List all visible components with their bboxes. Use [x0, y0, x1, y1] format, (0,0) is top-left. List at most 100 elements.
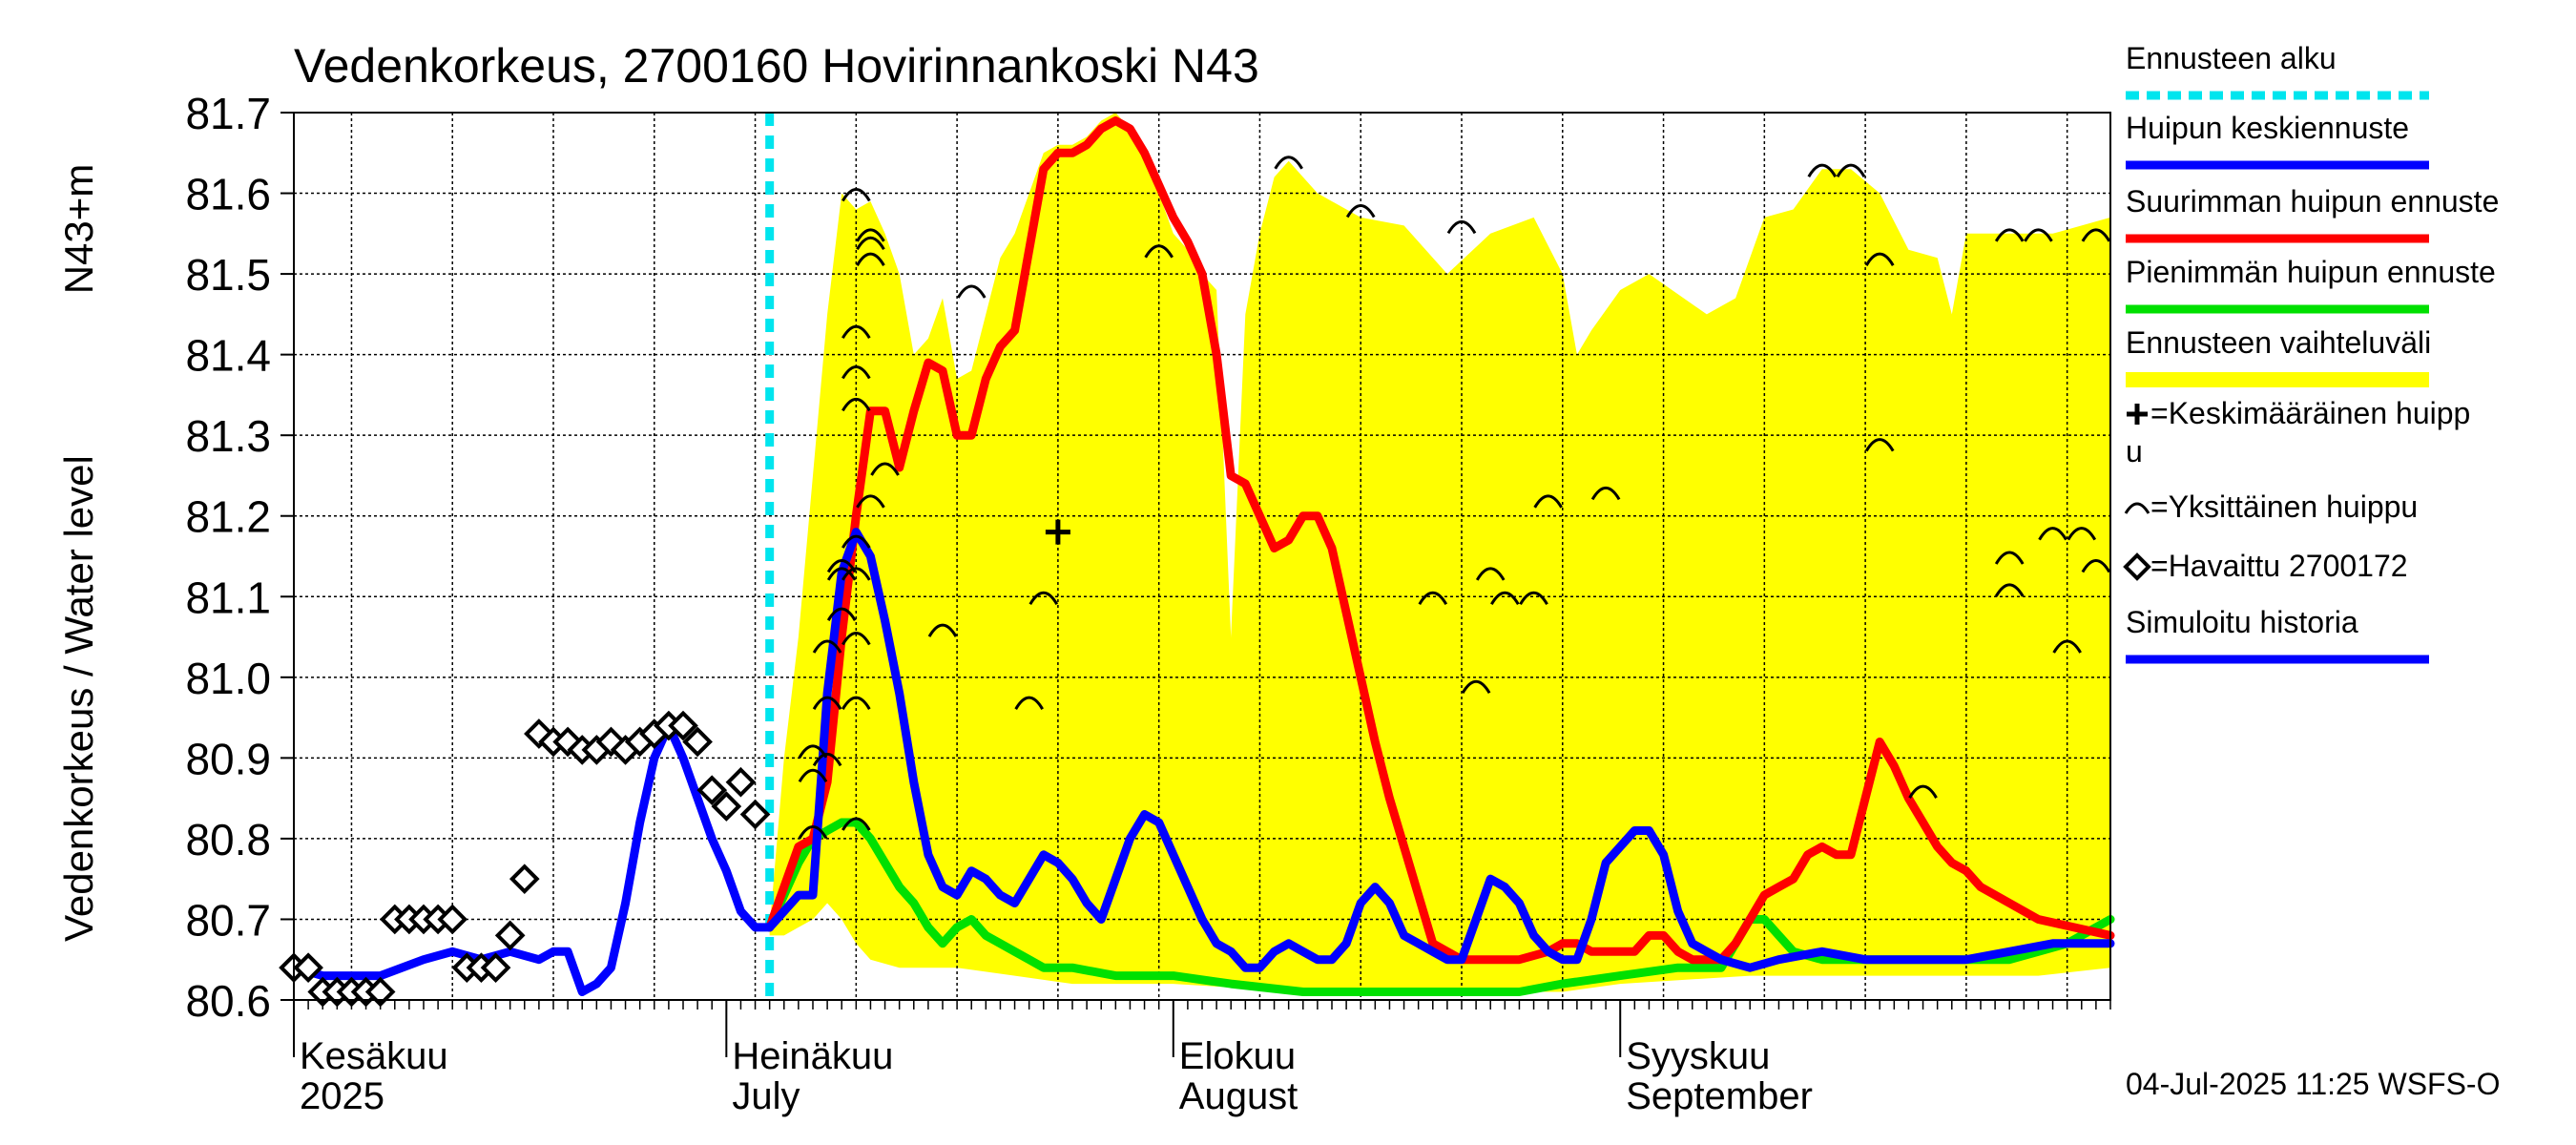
y-axis-labels: Vedenkorkeus / Water level N43+m: [56, 164, 101, 942]
single-peak-marker: [856, 252, 885, 266]
single-peak-marker: [1994, 583, 2025, 597]
single-peak-marker: [841, 324, 871, 340]
plot-frame: [293, 112, 2111, 1001]
single-peak-marker: [856, 494, 885, 509]
x-month-sublabel: July: [732, 1075, 800, 1117]
observed-point: [552, 726, 583, 758]
observed-point: [480, 952, 511, 984]
single-peak-marker: [870, 462, 900, 476]
single-peak-marker: [2081, 558, 2111, 573]
observed-point: [739, 799, 771, 830]
single-peak-marker: [2024, 228, 2053, 242]
y-tick-label: 81.2: [185, 492, 271, 542]
legend-label: Huipun keskiennuste: [2126, 111, 2409, 145]
single-peak-marker: [956, 284, 987, 299]
chart-title: Vedenkorkeus, 2700160 Hovirinnankoski N4…: [294, 39, 1259, 93]
single-peak-marker: [1345, 203, 1376, 219]
single-peak-marker: [841, 696, 871, 710]
single-peak-marker: [1590, 486, 1621, 501]
y-tick-label: 80.6: [185, 976, 271, 1026]
timestamp-label: 04-Jul-2025 11:25 WSFS-O: [2126, 1067, 2500, 1101]
single-peak-marker: [841, 817, 871, 831]
y-tick-label: 81.5: [185, 250, 271, 300]
legend-item-yksittainen-huippu: =Yksittäinen huippu: [2124, 489, 2418, 524]
single-peak-marker: [1490, 591, 1520, 606]
single-peak-marker: [826, 567, 857, 581]
single-peak-marker: [841, 534, 871, 549]
observed-point: [696, 775, 728, 806]
single-peak-marker: [1864, 438, 1895, 452]
x-month-label: Kesäkuu: [300, 1035, 448, 1077]
single-peak-marker: [798, 824, 828, 840]
legend-item-pienimman-huipun-ennuste: Pienimmän huipun ennuste: [2126, 255, 2496, 314]
observed-point: [494, 920, 526, 951]
legend-item-ennusteen-alku: Ennusteen alku: [2126, 41, 2429, 100]
legend-label-continued: u: [2126, 434, 2143, 468]
single-peak-marker: [1533, 494, 1563, 509]
single-peak-marker: [1446, 219, 1477, 235]
single-peak-marker: [812, 752, 842, 767]
legend-item-ennusteen-vaihteluvali: Ennusteen vaihteluväli: [2126, 325, 2431, 387]
legend-item-keskimaarainen-huipp: =Keskimääräinen huippu: [2126, 396, 2470, 468]
single-peak-marker: [1418, 591, 1448, 606]
y-tick-label: 80.7: [185, 895, 271, 945]
single-peak-marker: [1807, 163, 1838, 177]
single-peak-marker: [1994, 228, 2025, 242]
legend-item-huipun-keskiennuste: Huipun keskiennuste: [2126, 111, 2429, 170]
single-peak-marker: [856, 228, 885, 242]
series-line-simuloitu-historia: [289, 721, 775, 996]
single-peak-marker: [1014, 696, 1044, 710]
single-peak-marker: [1864, 252, 1895, 266]
axes: 80.6 80.7 80.8 80.9 81.0 81.1 81.2 81.3 81.4 81.5…: [185, 89, 2111, 1117]
y-tick-label: 80.9: [185, 734, 271, 783]
grid: [294, 112, 2110, 1001]
x-month-label: Heinäkuu: [732, 1035, 893, 1077]
series-line-pienimman-huipun-ennuste: [765, 818, 2115, 996]
single-peak-marker: [856, 236, 885, 251]
single-peak-marker: [1994, 551, 2025, 565]
x-month-label: Syyskuu: [1626, 1035, 1770, 1077]
x-month-sublabel: September: [1626, 1075, 1813, 1117]
single-peak-marker: [812, 639, 842, 654]
markers: [279, 156, 2111, 1008]
forecast-band-area: [769, 113, 2111, 992]
single-peak-marker: [927, 623, 958, 637]
legend-item-suurimman-huipun-ennuste: Suurimman huipun ennuste: [2126, 184, 2499, 243]
forecast-range-band: [769, 113, 2111, 992]
single-peak-marker: [2052, 639, 2082, 654]
single-peak-marker: [798, 768, 828, 783]
y-axis-unit: N43+m: [56, 164, 101, 295]
x-month-sublabel: August: [1179, 1075, 1298, 1117]
observed-point: [293, 952, 323, 984]
y-tick-label: 81.4: [185, 331, 271, 381]
legend-label: =Yksittäinen huippu: [2150, 489, 2418, 524]
series-lines: [289, 113, 2115, 1000]
legend-label: Suurimman huipun ennuste: [2126, 184, 2499, 219]
single-peak-marker: [841, 188, 871, 202]
legend-label: =Keskimääräinen huipp: [2150, 396, 2470, 430]
single-peak-marker: [2081, 228, 2111, 242]
single-peak-marker: [841, 397, 871, 412]
observed-point: [711, 791, 742, 822]
single-peak-marker: [812, 696, 842, 710]
y-tick-label: 81.0: [185, 654, 271, 703]
y-tick-label: 80.8: [185, 815, 271, 864]
single-peak-marker: [1475, 567, 1506, 581]
legend-label: Simuloitu historia: [2126, 605, 2358, 639]
observed-point: [682, 726, 713, 758]
legend-plus-icon: [2127, 404, 2148, 425]
series-line-huipun-keskiennuste: [765, 528, 2115, 972]
observed-point: [509, 864, 540, 895]
legend-arc-icon: [2124, 502, 2150, 514]
observed-point: [668, 710, 698, 741]
single-peak-marker: [1519, 591, 1548, 606]
single-peak-marker: [1144, 244, 1174, 259]
single-peak-marker: [2038, 527, 2067, 541]
single-peak-marker: [841, 365, 871, 380]
observed-point: [437, 904, 468, 935]
legend: Ennusteen alku Huipun keskiennuste Suurimm…: [2123, 41, 2499, 664]
single-peak-marker: [826, 607, 857, 621]
legend-label: Ennusteen alku: [2126, 41, 2337, 75]
single-peak-marker: [1836, 163, 1866, 177]
